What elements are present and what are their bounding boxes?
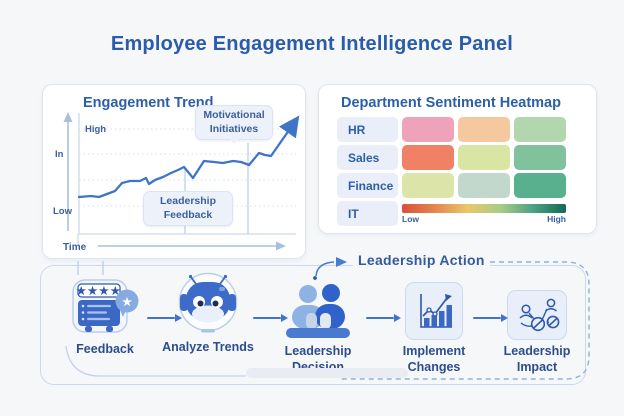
heatmap-cell (458, 117, 510, 142)
flow-arrow (147, 313, 182, 322)
y-axis-arrow (63, 112, 73, 231)
leadership-flow-container: ★★★★ ★ Feedback (40, 265, 586, 385)
bar-chart-growth-icon (420, 294, 452, 328)
trend-line (77, 115, 300, 199)
flow-step-label: Feedback (76, 342, 134, 356)
heatmap-row-label: Finance (337, 173, 398, 198)
heatmap-row-hr: HR (337, 117, 566, 142)
flow-step-leadership-impact: Leadership Impact (488, 276, 586, 375)
sentiment-scale-gradient (402, 204, 566, 213)
flow-step-label: Leadership Decision (284, 344, 352, 374)
flow-step-analyze-trends: Analyze Trends (153, 272, 263, 356)
bubble-star: ★ (122, 297, 132, 309)
rating-stars: ★★★★ (76, 286, 121, 298)
people-meeting-icon (286, 284, 350, 338)
heatmap-row-label: IT (337, 201, 398, 226)
flow-step-label: Leadership Impact (503, 344, 571, 374)
leadership-action-label: Leadership Action (353, 252, 490, 268)
annotation-leadership-feedback: Leadership Feedback (143, 191, 233, 227)
scale-high-label: High (547, 214, 566, 224)
heatmap-row-finance: Finance (337, 173, 566, 198)
heatmap-cell (514, 173, 566, 198)
flow-step-feedback: ★★★★ ★ Feedback (59, 274, 151, 358)
sentiment-heatmap-panel: Department Sentiment Heatmap HR Sales Fi… (318, 84, 597, 234)
y-label-high: High (85, 124, 106, 135)
x-label-time: Time (63, 242, 87, 253)
heatmap-panel-title: Department Sentiment Heatmap (341, 95, 561, 111)
heatmap-cell (402, 117, 454, 142)
heatmap-cell (402, 145, 454, 170)
heatmap-cell (514, 117, 566, 142)
annotation-motivational-initiatives: Motivational Initiatives (195, 105, 273, 145)
y-label-low: Low (53, 206, 73, 217)
flow-arrow (366, 313, 401, 322)
plot-frame (77, 113, 296, 244)
flow-step-label: Analyze Trends (162, 340, 254, 354)
engagement-trend-panel: Engagement Trend (42, 84, 306, 259)
sentiment-scale: Low High (402, 201, 566, 226)
flow-step-leadership-decision: Leadership Decision (269, 276, 367, 375)
y-label-mid: In (55, 149, 64, 160)
scale-low-label: Low (402, 214, 419, 224)
page-title: Employee Engagement Intelligence Panel (110, 33, 514, 55)
flow-arrow (253, 313, 288, 322)
x-axis-arrow (98, 241, 286, 251)
heatmap-grid: HR Sales Finance IT (337, 117, 566, 229)
heatmap-row-label: Sales (337, 145, 398, 170)
feedback-survey-icon: ★★★★ ★ (72, 279, 139, 333)
flow-step-implement-changes: Implement Changes (385, 276, 483, 375)
heatmap-row-sales: Sales (337, 145, 566, 170)
heatmap-cell (458, 173, 510, 198)
heatmap-cell (402, 173, 454, 198)
heatmap-cell (514, 145, 566, 170)
heatmap-row-it: IT Low High (337, 201, 566, 226)
flow-arrow (473, 313, 508, 322)
trend-panel-title: Engagement Trend (83, 95, 214, 111)
heatmap-cell (458, 145, 510, 170)
flow-step-label: Implement Changes (402, 344, 466, 374)
ai-robot-icon (178, 272, 238, 333)
heatmap-row-label: HR (337, 117, 398, 142)
people-network-icon (519, 298, 560, 332)
